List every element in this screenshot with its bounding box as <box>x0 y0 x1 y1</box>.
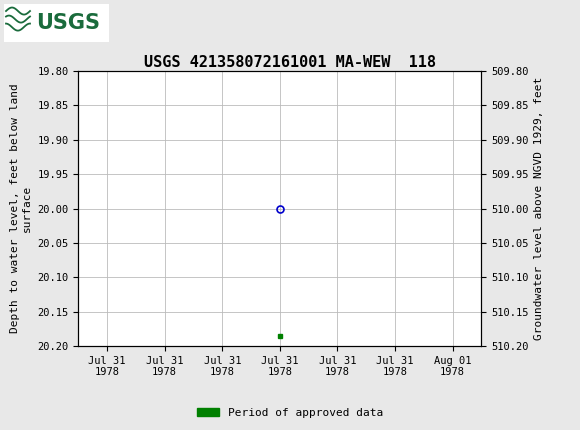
Y-axis label: Depth to water level, feet below land
surface: Depth to water level, feet below land su… <box>10 84 32 333</box>
Legend: Period of approved data: Period of approved data <box>193 403 387 422</box>
Text: USGS 421358072161001 MA-WEW  118: USGS 421358072161001 MA-WEW 118 <box>144 55 436 70</box>
Bar <box>4 3 109 42</box>
Text: USGS: USGS <box>36 12 100 33</box>
Y-axis label: Groundwater level above NGVD 1929, feet: Groundwater level above NGVD 1929, feet <box>534 77 544 340</box>
